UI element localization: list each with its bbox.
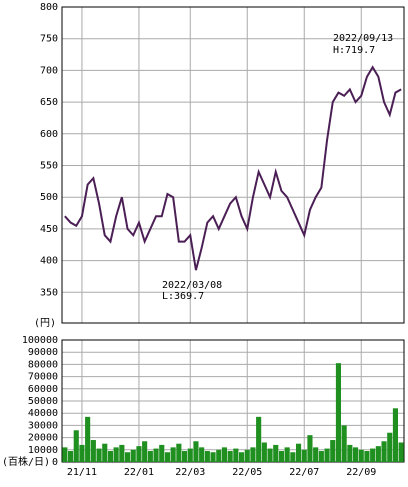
volume-bar (244, 449, 250, 462)
volume-bar (318, 451, 324, 462)
volume-bar (364, 451, 370, 462)
volume-bar (290, 452, 296, 462)
y-tick-label: 800 (40, 2, 58, 13)
volume-bar (164, 452, 171, 462)
volume-bar (301, 449, 307, 462)
volume-bar (62, 447, 68, 462)
volume-bar (85, 416, 91, 462)
volume-bar (375, 446, 381, 462)
y-tick-label: 70000 (28, 372, 58, 383)
volume-bar (187, 448, 193, 462)
volume-bar (267, 448, 273, 462)
volume-bar (119, 444, 125, 462)
volume-frame (61, 339, 405, 463)
y-tick-label: 600 (40, 129, 58, 140)
volume-bar (79, 444, 85, 462)
y-tick-label: 90000 (28, 347, 58, 358)
volume-bar (176, 443, 182, 462)
volume-bar (335, 363, 342, 462)
y-tick-label: 100000 (22, 335, 58, 346)
y-tick-label: 0 (52, 457, 58, 468)
volume-bar (398, 442, 404, 462)
volume-bar (352, 447, 359, 462)
volume-bar (233, 448, 239, 462)
y-tick-label: 450 (40, 224, 58, 235)
volume-bar (221, 447, 228, 462)
volume-bar (381, 441, 387, 462)
volume-bar (370, 448, 376, 462)
y-tick-label: 60000 (28, 384, 58, 395)
volume-bar (216, 449, 222, 462)
volume-bar (295, 443, 302, 462)
high-date: 2022/09/13 (333, 33, 393, 44)
price-frame (61, 6, 405, 324)
x-tick-label: 22/03 (175, 467, 205, 478)
y-tick-label: 400 (40, 256, 58, 267)
high-value: H:719.7 (333, 45, 375, 56)
volume-bar (307, 435, 313, 462)
x-tick-label: 22/09 (346, 467, 376, 478)
volume-bar (107, 451, 114, 462)
volume-bar (204, 451, 210, 462)
volume-bar (193, 441, 199, 462)
volume-bar (124, 452, 131, 462)
volume-bar (142, 441, 148, 462)
volume-bar (67, 451, 74, 462)
low-date: 2022/03/08 (162, 280, 222, 291)
y-tick-label: 500 (40, 192, 58, 203)
volume-bar (153, 448, 159, 462)
volume-bar (73, 430, 79, 462)
y-tick-label: 550 (40, 161, 58, 172)
price-y-label: (円) (34, 318, 56, 329)
y-tick-label: 10000 (28, 445, 58, 456)
x-tick-label: 22/01 (124, 467, 154, 478)
x-tick-label: 22/07 (289, 467, 319, 478)
volume-bar (90, 440, 96, 462)
y-tick-label: 350 (40, 287, 58, 298)
x-tick-label: 21/11 (67, 467, 97, 478)
volume-bar (210, 452, 216, 462)
y-tick-label: 650 (40, 97, 58, 108)
volume-bar (313, 447, 319, 462)
volume-bar (136, 446, 142, 462)
y-tick-label: 80000 (28, 359, 58, 370)
volume-bar (199, 447, 205, 462)
volume-bar (102, 443, 108, 462)
volume-bar (250, 447, 256, 462)
price-line (64, 65, 402, 271)
volume-bar (284, 447, 290, 462)
y-tick-label: 20000 (28, 433, 58, 444)
volume-bar (261, 442, 267, 462)
y-tick-label: 50000 (28, 396, 58, 407)
volume-bar (159, 444, 165, 462)
volume-bar (130, 449, 136, 462)
volume-bar (330, 440, 336, 462)
low-value: L:369.7 (162, 291, 204, 302)
volume-bar (387, 432, 393, 462)
y-tick-label: 30000 (28, 420, 58, 431)
volume-bar (273, 444, 279, 462)
volume-bar (147, 451, 153, 462)
volume-bar (170, 447, 176, 462)
volume-bar (227, 451, 233, 462)
volume-bar (113, 447, 119, 462)
volume-bar (358, 449, 364, 462)
volume-bar (181, 451, 188, 462)
y-tick-label: 750 (40, 34, 58, 45)
volume-bar (238, 452, 245, 462)
volume-bar (278, 451, 285, 462)
volume-bar (347, 444, 353, 462)
y-tick-label: 700 (40, 65, 58, 76)
y-tick-label: 40000 (28, 408, 58, 419)
volume-bar (96, 448, 102, 462)
x-tick-label: 22/05 (232, 467, 262, 478)
volume-bar (341, 425, 347, 462)
volume-bar (392, 408, 399, 462)
volume-bar (324, 448, 330, 462)
volume-y-label: (百株/日) (2, 455, 50, 468)
volume-bar (256, 416, 262, 462)
